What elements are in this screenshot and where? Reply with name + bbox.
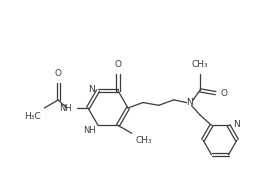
Text: O: O [114, 60, 122, 69]
Text: N: N [234, 120, 240, 129]
Text: O: O [55, 69, 62, 78]
Text: O: O [221, 89, 228, 98]
Text: NH: NH [83, 126, 96, 135]
Text: CH₃: CH₃ [136, 136, 152, 145]
Text: N: N [88, 85, 95, 94]
Text: H₃C: H₃C [24, 112, 40, 121]
Text: CH₃: CH₃ [192, 60, 208, 69]
Text: NH: NH [59, 103, 72, 113]
Text: N: N [186, 98, 193, 107]
